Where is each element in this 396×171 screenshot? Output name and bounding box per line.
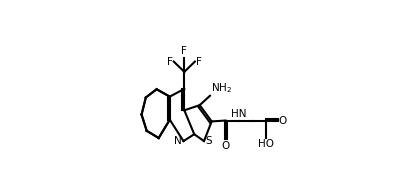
Text: NH$_2$: NH$_2$: [211, 81, 232, 95]
Text: O: O: [278, 116, 287, 126]
Text: S: S: [206, 136, 212, 146]
Text: F: F: [181, 47, 187, 56]
Text: O: O: [221, 141, 230, 151]
Text: N: N: [174, 136, 182, 146]
Text: F: F: [167, 57, 173, 67]
Text: HN: HN: [231, 109, 247, 119]
Text: HO: HO: [259, 139, 274, 149]
Text: F: F: [196, 57, 202, 67]
